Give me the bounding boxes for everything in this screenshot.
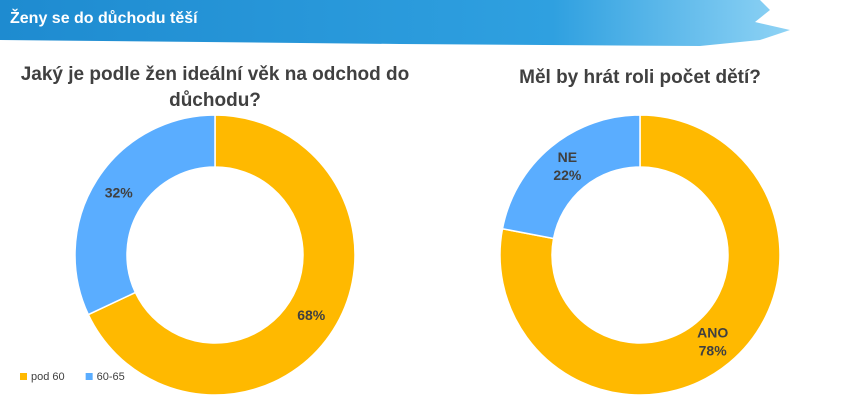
- legend-label: pod 60: [31, 371, 65, 383]
- data-label-category: NE: [558, 149, 577, 165]
- donut-segment: [499, 114, 781, 396]
- slide-title: Ženy se do důchodu těší: [10, 8, 198, 27]
- legend-swatch: [85, 373, 93, 380]
- data-label: 78%: [699, 343, 728, 359]
- data-label-category: ANO: [697, 325, 728, 341]
- data-label: 32%: [105, 185, 134, 201]
- chart-title: Jaký je podle žen ideální věk na odchod …: [21, 64, 410, 111]
- data-label: 22%: [553, 167, 582, 183]
- legend-swatch: [20, 373, 27, 380]
- legend-label: 60-65: [97, 371, 125, 383]
- donut-segment: [74, 114, 216, 316]
- data-label: 68%: [297, 307, 326, 323]
- chart-title: Měl by hrát roli počet dětí?: [519, 67, 761, 88]
- donut-segment: [501, 114, 641, 240]
- header-band: [0, 0, 790, 46]
- donut-segment: [87, 114, 356, 396]
